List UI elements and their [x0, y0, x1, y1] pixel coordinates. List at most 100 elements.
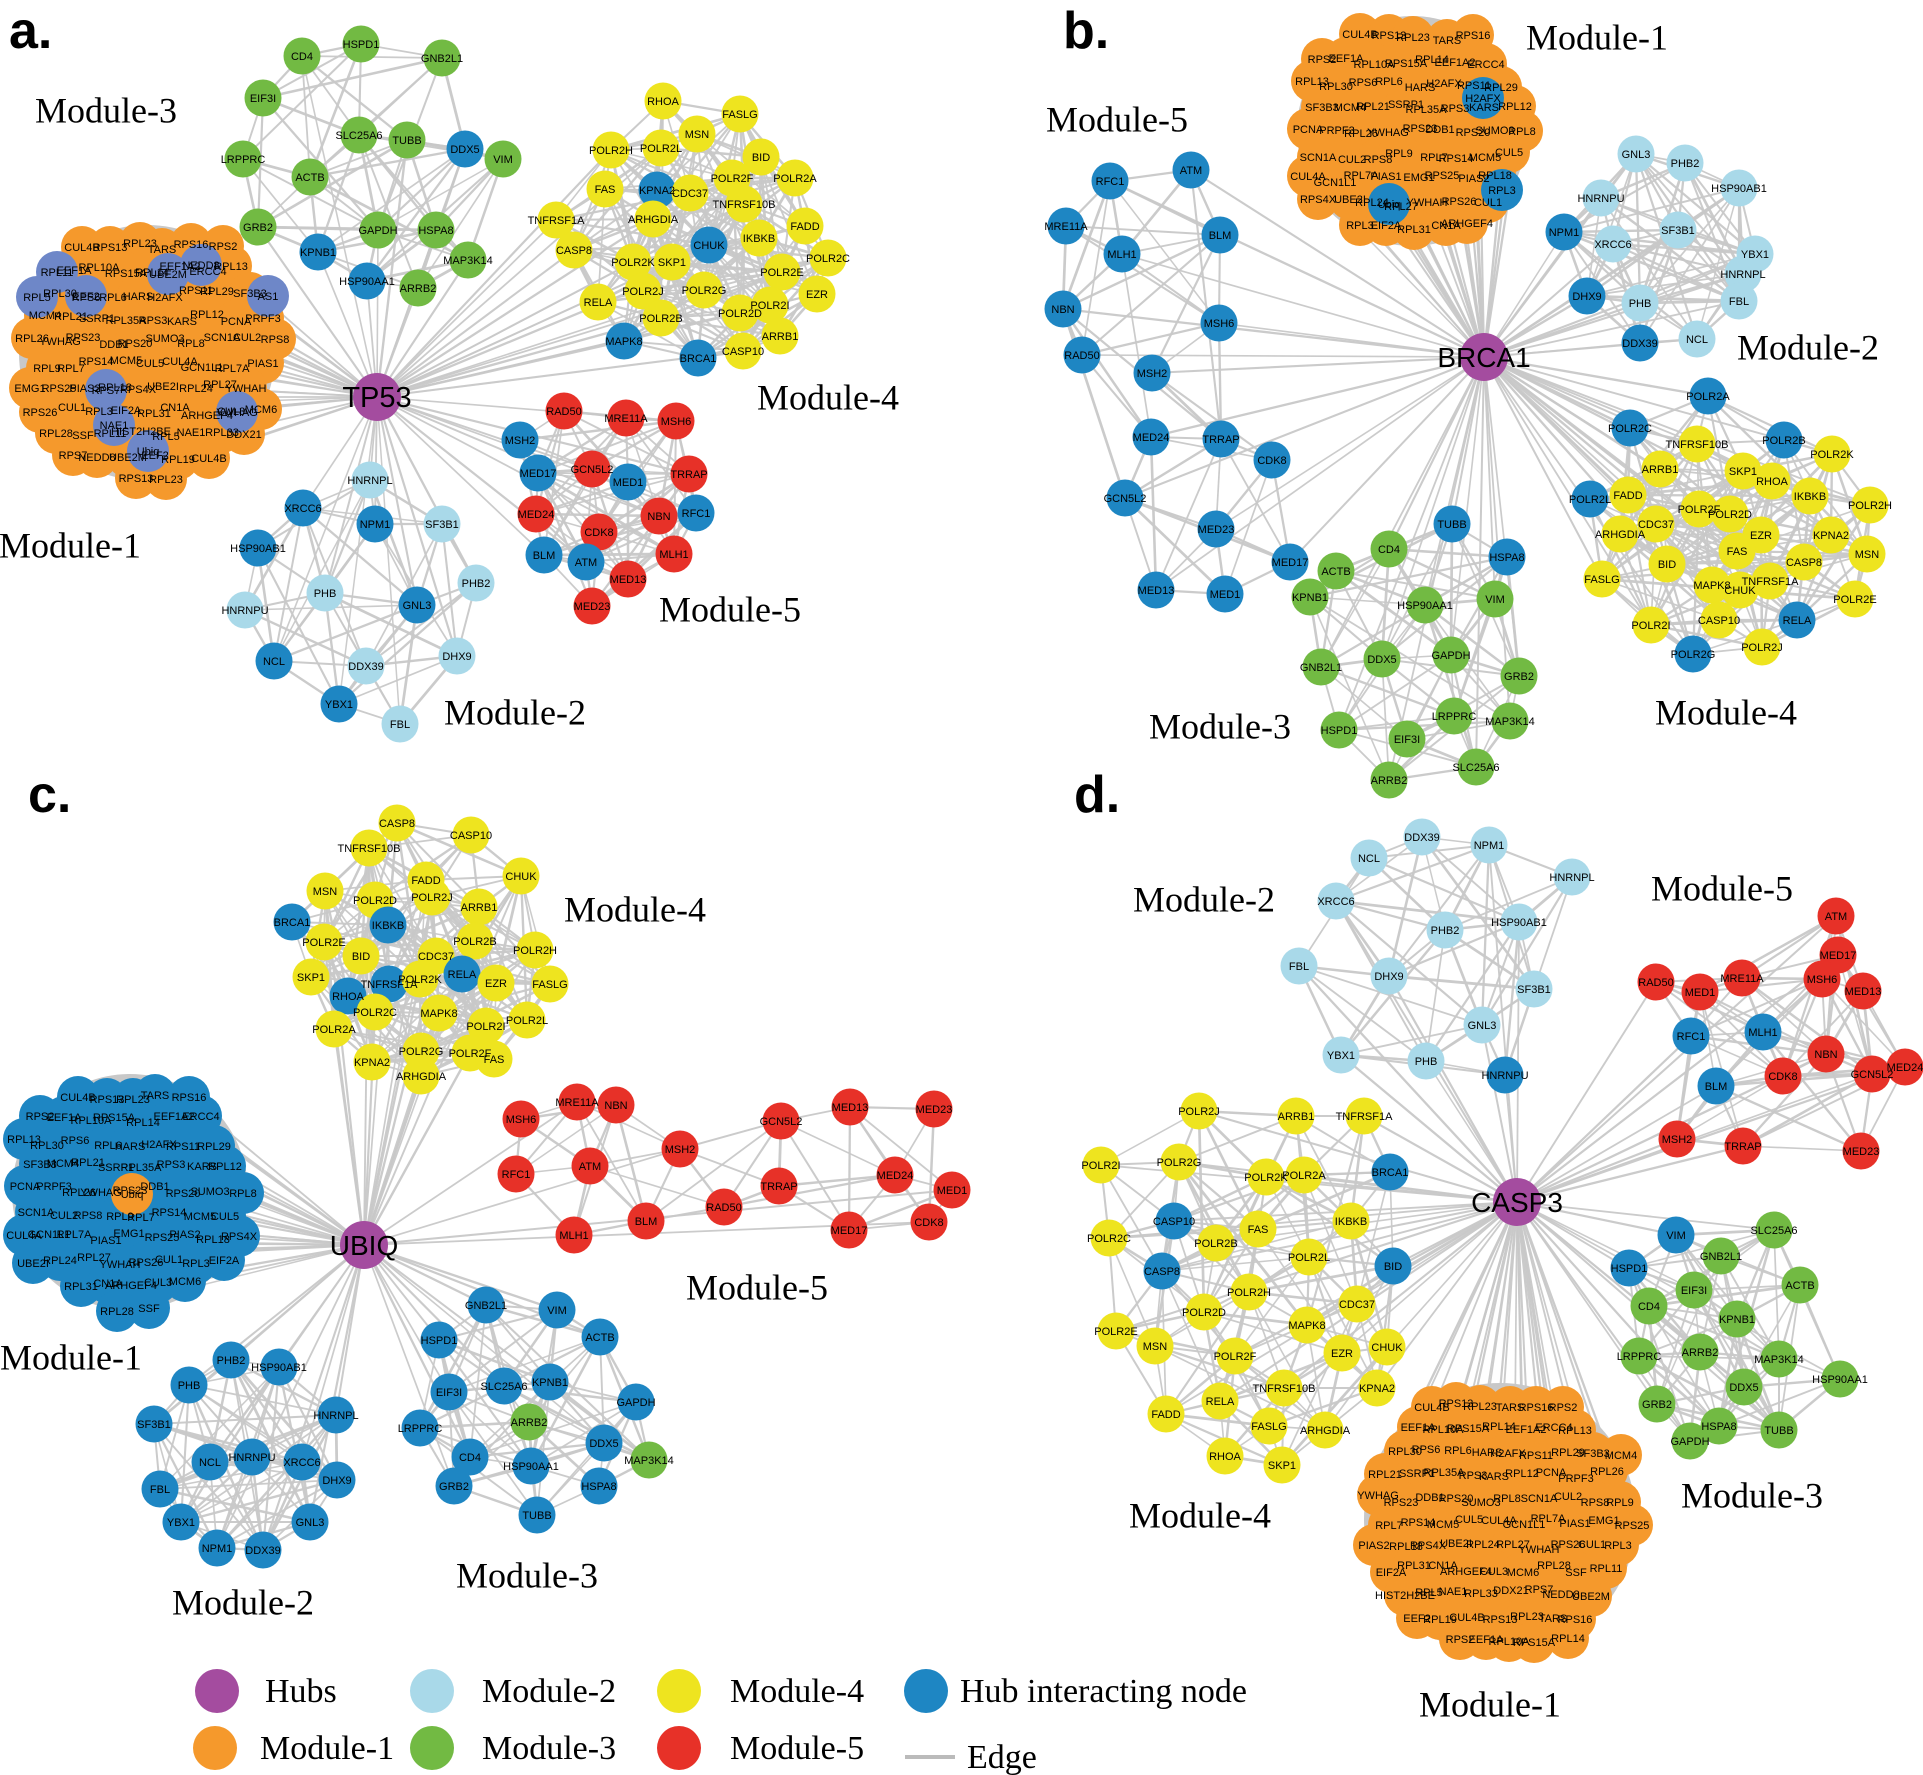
- svg-text:RPS25: RPS25: [1615, 1520, 1650, 1532]
- svg-text:MLH1: MLH1: [1107, 249, 1136, 261]
- svg-text:CASP10: CASP10: [1698, 615, 1740, 627]
- svg-text:CASP10: CASP10: [722, 346, 764, 358]
- svg-text:H2AFX: H2AFX: [1490, 1448, 1526, 1460]
- svg-text:HSPA8: HSPA8: [418, 225, 453, 237]
- svg-text:XRCC6: XRCC6: [1594, 239, 1631, 251]
- svg-text:RPL18: RPL18: [98, 382, 132, 394]
- svg-text:MED13: MED13: [1138, 585, 1175, 597]
- svg-text:PCNA: PCNA: [1293, 124, 1324, 136]
- svg-text:SSF: SSF: [72, 430, 94, 442]
- svg-text:DDB1: DDB1: [99, 339, 128, 351]
- svg-text:NCL: NCL: [199, 1457, 221, 1469]
- svg-text:ARHGDIA: ARHGDIA: [628, 214, 679, 226]
- svg-text:POLR2K: POLR2K: [398, 974, 442, 986]
- svg-text:RPL19: RPL19: [161, 454, 195, 466]
- svg-text:CUL4A: CUL4A: [6, 1230, 42, 1242]
- svg-text:RPS15A: RPS15A: [93, 1112, 136, 1124]
- svg-text:RPL8: RPL8: [229, 1188, 257, 1200]
- svg-text:EEF1A2: EEF1A2: [1435, 57, 1476, 69]
- svg-text:Module-1: Module-1: [0, 526, 141, 566]
- svg-text:CUL2: CUL2: [1338, 154, 1366, 166]
- svg-text:RPL24: RPL24: [43, 1255, 77, 1267]
- svg-text:HSPD1: HSPD1: [343, 39, 380, 51]
- svg-text:RPS3: RPS3: [1459, 1470, 1488, 1482]
- svg-text:MAPK8: MAPK8: [605, 336, 642, 348]
- svg-text:RPL12: RPL12: [1505, 1468, 1539, 1480]
- svg-text:RPL18: RPL18: [1389, 1541, 1423, 1553]
- svg-text:TUBB: TUBB: [392, 135, 421, 147]
- svg-text:RPS11: RPS11: [1519, 1450, 1553, 1462]
- svg-text:Module-4: Module-4: [1129, 1496, 1271, 1536]
- svg-text:BLM: BLM: [1209, 230, 1232, 242]
- svg-text:CUL5: CUL5: [1495, 147, 1523, 159]
- svg-text:RPS3: RPS3: [1441, 103, 1470, 115]
- svg-text:RPS7: RPS7: [92, 385, 121, 397]
- svg-text:MRE11A: MRE11A: [555, 1097, 599, 1109]
- svg-text:MLH1: MLH1: [659, 549, 688, 561]
- svg-text:NAE1: NAE1: [100, 420, 129, 432]
- svg-text:RPL31: RPL31: [1397, 1560, 1431, 1572]
- svg-text:RPS20: RPS20: [118, 338, 153, 350]
- svg-text:MAP3K14: MAP3K14: [624, 1455, 674, 1467]
- svg-text:PIAS1: PIAS1: [247, 358, 278, 370]
- svg-text:BRCA1: BRCA1: [1372, 1167, 1409, 1179]
- svg-text:RPL3: RPL3: [182, 1258, 210, 1270]
- svg-text:ERCC4: ERCC4: [1467, 59, 1504, 71]
- svg-text:RPL7A: RPL7A: [1531, 1513, 1567, 1525]
- svg-text:RHOA: RHOA: [332, 991, 364, 1003]
- svg-text:RHOA: RHOA: [1209, 1451, 1241, 1463]
- svg-text:BID: BID: [1384, 1261, 1402, 1273]
- svg-text:SF3B1: SF3B1: [1661, 225, 1695, 237]
- svg-text:NCL: NCL: [1686, 334, 1708, 346]
- svg-text:SSRP1: SSRP1: [1388, 99, 1424, 111]
- svg-text:RPS4X: RPS4X: [1300, 194, 1337, 206]
- svg-text:RELA: RELA: [448, 969, 477, 981]
- svg-text:DHX9: DHX9: [442, 651, 471, 663]
- svg-text:GCN5L2: GCN5L2: [1104, 493, 1147, 505]
- svg-text:MED24: MED24: [1887, 1062, 1923, 1074]
- svg-text:MSN: MSN: [1855, 549, 1880, 561]
- svg-text:NCL: NCL: [1358, 853, 1380, 865]
- svg-text:CUL4B: CUL4B: [1342, 29, 1377, 41]
- svg-text:NPM1: NPM1: [1549, 227, 1580, 239]
- svg-text:MED17: MED17: [520, 468, 557, 480]
- svg-text:HNRNPL: HNRNPL: [313, 1410, 358, 1422]
- svg-text:NPM1: NPM1: [1474, 840, 1505, 852]
- svg-text:HSP90AA1: HSP90AA1: [1397, 600, 1453, 612]
- svg-text:RPL11: RPL11: [1590, 1563, 1623, 1575]
- svg-text:RPS7: RPS7: [1525, 1584, 1554, 1596]
- svg-text:GAPDH: GAPDH: [358, 225, 397, 237]
- svg-text:HNRNPU: HNRNPU: [221, 605, 268, 617]
- svg-text:CUL4B: CUL4B: [191, 453, 226, 465]
- svg-text:RPS16: RPS16: [1456, 30, 1491, 42]
- svg-text:RPS3: RPS3: [157, 1159, 186, 1171]
- svg-text:FAS: FAS: [1727, 546, 1748, 558]
- svg-text:GNB2L1: GNB2L1: [1700, 1251, 1742, 1263]
- svg-text:AS1: AS1: [258, 291, 279, 303]
- svg-text:RPL24: RPL24: [1466, 1539, 1500, 1551]
- svg-text:RPL23: RPL23: [1396, 32, 1430, 44]
- svg-text:SF3B3: SF3B3: [1305, 102, 1339, 114]
- svg-text:RPL29: RPL29: [200, 286, 234, 298]
- svg-text:SUMO3: SUMO3: [190, 1186, 229, 1198]
- svg-text:EEF2: EEF2: [1403, 1613, 1431, 1625]
- svg-text:CN1A: CN1A: [1431, 220, 1461, 232]
- svg-text:PIAS2: PIAS2: [1458, 173, 1489, 185]
- svg-text:EIF3I: EIF3I: [436, 1387, 462, 1399]
- svg-text:RPL23: RPL23: [123, 238, 157, 250]
- svg-text:MSN: MSN: [313, 886, 338, 898]
- svg-text:CUL3: CUL3: [1480, 1566, 1508, 1578]
- svg-text:RPL5: RPL5: [152, 431, 180, 443]
- svg-text:CUL4B: CUL4B: [1449, 1612, 1484, 1624]
- svg-text:NEDD8: NEDD8: [78, 452, 115, 464]
- svg-text:HSP90AA1: HSP90AA1: [1812, 1374, 1868, 1386]
- svg-text:FASLG: FASLG: [722, 109, 757, 121]
- svg-text:Ubiq: Ubiq: [137, 446, 160, 458]
- svg-text:EIF3I: EIF3I: [1681, 1285, 1707, 1297]
- svg-text:EZR: EZR: [1331, 1348, 1353, 1360]
- svg-text:RPL11: RPL11: [94, 428, 127, 440]
- svg-text:FBL: FBL: [1729, 296, 1749, 308]
- svg-text:Module-3: Module-3: [1681, 1476, 1823, 1516]
- svg-text:POLR2A: POLR2A: [1282, 1170, 1326, 1182]
- svg-text:RPS13: RPS13: [90, 1094, 125, 1106]
